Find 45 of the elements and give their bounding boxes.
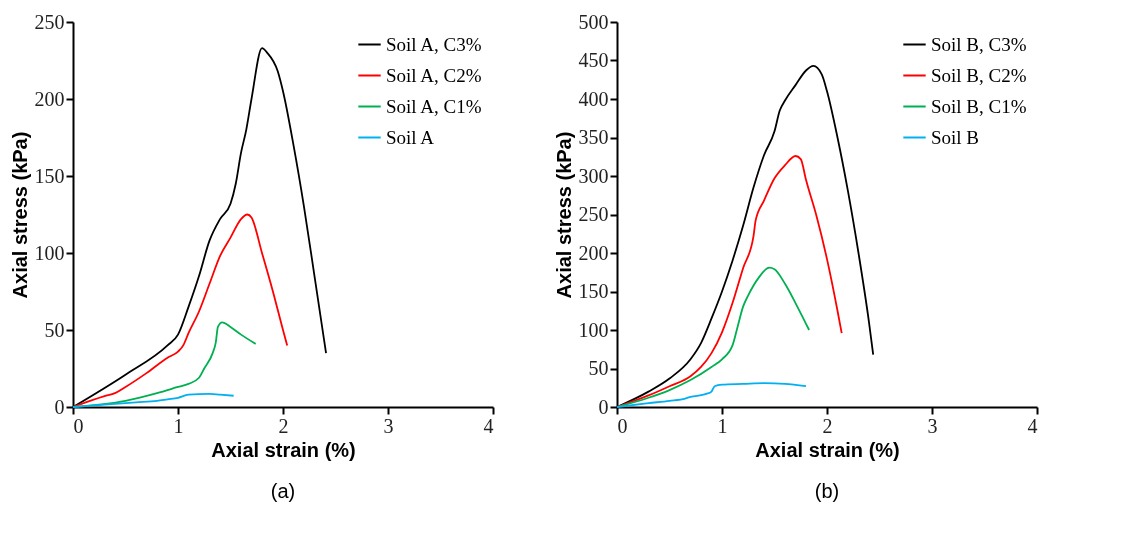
line-series	[616, 382, 807, 408]
y-tick-label: 150	[34, 164, 65, 187]
y-tick-label: 100	[34, 241, 65, 264]
y-tick-label: 450	[578, 49, 609, 71]
text: (b)	[814, 480, 840, 502]
y-tick-label: 500	[578, 10, 609, 33]
legend-label: Soil B, C2%	[931, 64, 1027, 86]
legend-label: Soil A, C1%	[386, 95, 482, 117]
legend-label: Soil B, C1%	[931, 95, 1027, 117]
y-tick-label: 400	[578, 87, 609, 110]
x-tick-label: 1	[173, 414, 184, 437]
y-tick-label: 350	[578, 126, 609, 148]
x-tick-label: 3	[927, 414, 938, 437]
y-tick-label: 0	[54, 395, 65, 418]
y-tick-label: 300	[578, 164, 609, 187]
x-tick-label: 2	[278, 414, 289, 437]
legend-label: Soil B	[931, 126, 980, 148]
y-tick-label: 150	[578, 280, 609, 302]
legend-label: Soil A	[386, 126, 435, 148]
y-tick-label: 0	[598, 395, 609, 418]
legend-label: Soil A, C2%	[386, 64, 482, 86]
x-tick-label: 0	[73, 414, 84, 437]
y-tick-label: 50	[588, 357, 609, 379]
x-tick-label: 4	[1027, 414, 1038, 437]
y-axis-title: Axial stress (kPa)	[8, 131, 31, 299]
legend-label: Soil B, C3%	[931, 33, 1027, 55]
y-tick-label: 200	[578, 241, 609, 264]
x-tick-label: 3	[383, 414, 394, 437]
line-series	[72, 213, 289, 408]
text: (a)	[270, 480, 296, 502]
y-tick-label: 250	[578, 203, 609, 225]
y-tick-label: 50	[44, 318, 65, 341]
x-tick-label: 0	[617, 414, 628, 437]
y-tick-label: 250	[34, 10, 65, 33]
x-tick-label: 2	[822, 414, 833, 437]
y-tick-label: 200	[34, 87, 65, 110]
x-axis-title: Axial strain (%)	[755, 438, 900, 461]
line-series	[72, 393, 235, 408]
x-axis-title: Axial strain (%)	[211, 438, 356, 461]
y-axis-title: Axial stress (kPa)	[552, 131, 575, 299]
x-tick-label: 1	[717, 414, 728, 437]
x-tick-label: 4	[483, 414, 494, 437]
legend-label: Soil A, C3%	[386, 33, 482, 55]
y-tick-label: 100	[578, 318, 609, 341]
line-series	[616, 266, 811, 408]
